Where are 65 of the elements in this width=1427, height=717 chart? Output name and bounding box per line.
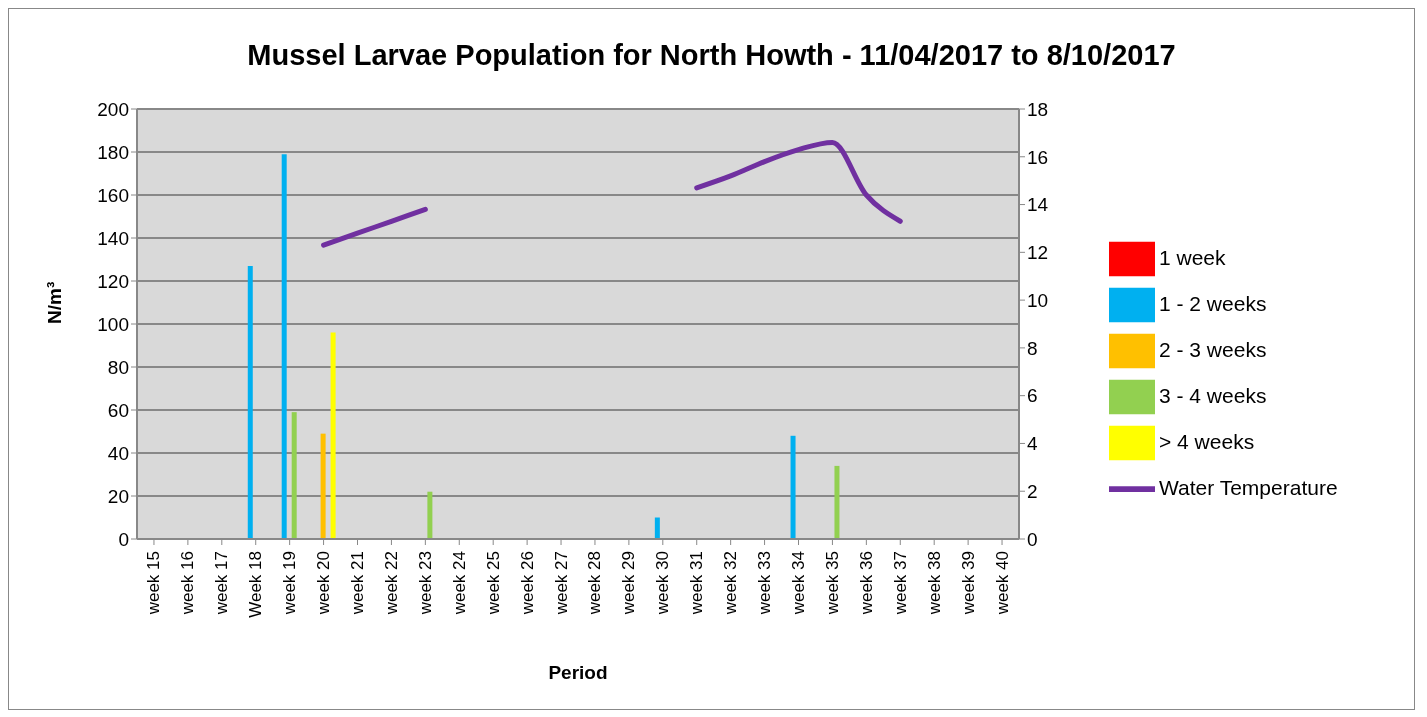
y2-tick-label: 10 <box>1027 289 1049 311</box>
x-tick-label: week 23 <box>415 551 435 616</box>
y2-tick-label: 8 <box>1027 337 1038 359</box>
y-tick-label: 20 <box>107 485 129 507</box>
x-tick-label: week 19 <box>280 551 300 616</box>
x-axis-title: Period <box>548 662 608 683</box>
x-tick-label: week 24 <box>449 551 469 616</box>
legend-label: 1 - 2 weeks <box>1159 291 1267 315</box>
y2-tick-label: 12 <box>1027 242 1049 264</box>
x-tick-label: week 40 <box>992 551 1012 616</box>
x-tick-label: week 31 <box>687 551 707 616</box>
y2-tick-label: 2 <box>1027 480 1038 502</box>
x-tick-label: week 34 <box>789 551 808 616</box>
x-tick-label: week 28 <box>585 551 605 616</box>
x-tick-label: week 26 <box>517 551 537 616</box>
y-tick-label: 200 <box>97 98 129 120</box>
x-tick-label: week 33 <box>755 551 775 616</box>
bar <box>330 332 336 539</box>
bar <box>281 154 287 539</box>
chart-title: Mussel Larvae Population for North Howth - 11/04/2017 to 8/10/2017 <box>246 38 1177 71</box>
x-tick-label: week 17 <box>212 551 232 616</box>
x-tick-label: week 39 <box>958 551 978 616</box>
x-tick-label: week 25 <box>483 551 503 616</box>
x-tick-label: week 30 <box>653 551 673 616</box>
legend-label: 2 - 3 weeks <box>1159 337 1267 361</box>
x-tick-label: week 15 <box>144 551 164 616</box>
y2-tick-label: 14 <box>1027 194 1049 216</box>
y-axis-title: N/m³ <box>43 281 65 324</box>
x-tick-label: week 37 <box>890 551 910 616</box>
bar <box>427 491 433 539</box>
y-tick-label: 180 <box>97 141 129 163</box>
bar <box>291 412 297 539</box>
legend-label: 1 week <box>1159 245 1226 269</box>
x-tick-label: week 36 <box>856 551 876 616</box>
legend-label: Water Temperature <box>1159 475 1338 499</box>
legend-label: > 4 weeks <box>1159 429 1255 453</box>
bar <box>654 517 660 539</box>
x-tick-label: week 21 <box>348 551 367 616</box>
y-tick-label: 120 <box>97 270 129 292</box>
bar <box>790 435 796 539</box>
legend-label: 3 - 4 weeks <box>1159 383 1267 407</box>
y2-tick-label: 18 <box>1027 98 1049 120</box>
y-tick-label: 80 <box>107 356 129 378</box>
y2-tick-label: 4 <box>1027 433 1038 455</box>
y-tick-label: 160 <box>97 184 129 206</box>
y-tick-label: 40 <box>107 442 129 464</box>
x-tick-label: week 22 <box>381 551 401 616</box>
x-tick-label: week 29 <box>619 551 639 616</box>
y-tick-label: 0 <box>118 528 129 550</box>
y2-tick-label: 6 <box>1027 385 1038 407</box>
x-tick-label: week 16 <box>178 551 198 616</box>
bar <box>320 433 326 539</box>
bar <box>247 265 253 539</box>
y-tick-label: 140 <box>97 227 129 249</box>
y2-tick-label: 16 <box>1027 146 1049 168</box>
x-tick-label: week 35 <box>822 551 842 616</box>
x-tick-label: week 20 <box>314 551 334 616</box>
y-tick-label: 100 <box>97 313 129 335</box>
y2-tick-label: 0 <box>1027 528 1038 550</box>
y-tick-label: 60 <box>107 399 129 421</box>
x-tick-label: Week 18 <box>246 551 266 618</box>
bar <box>834 465 840 539</box>
x-tick-label: week 38 <box>924 551 944 616</box>
x-tick-label: week 32 <box>721 551 741 616</box>
x-tick-label: week 27 <box>551 551 571 616</box>
